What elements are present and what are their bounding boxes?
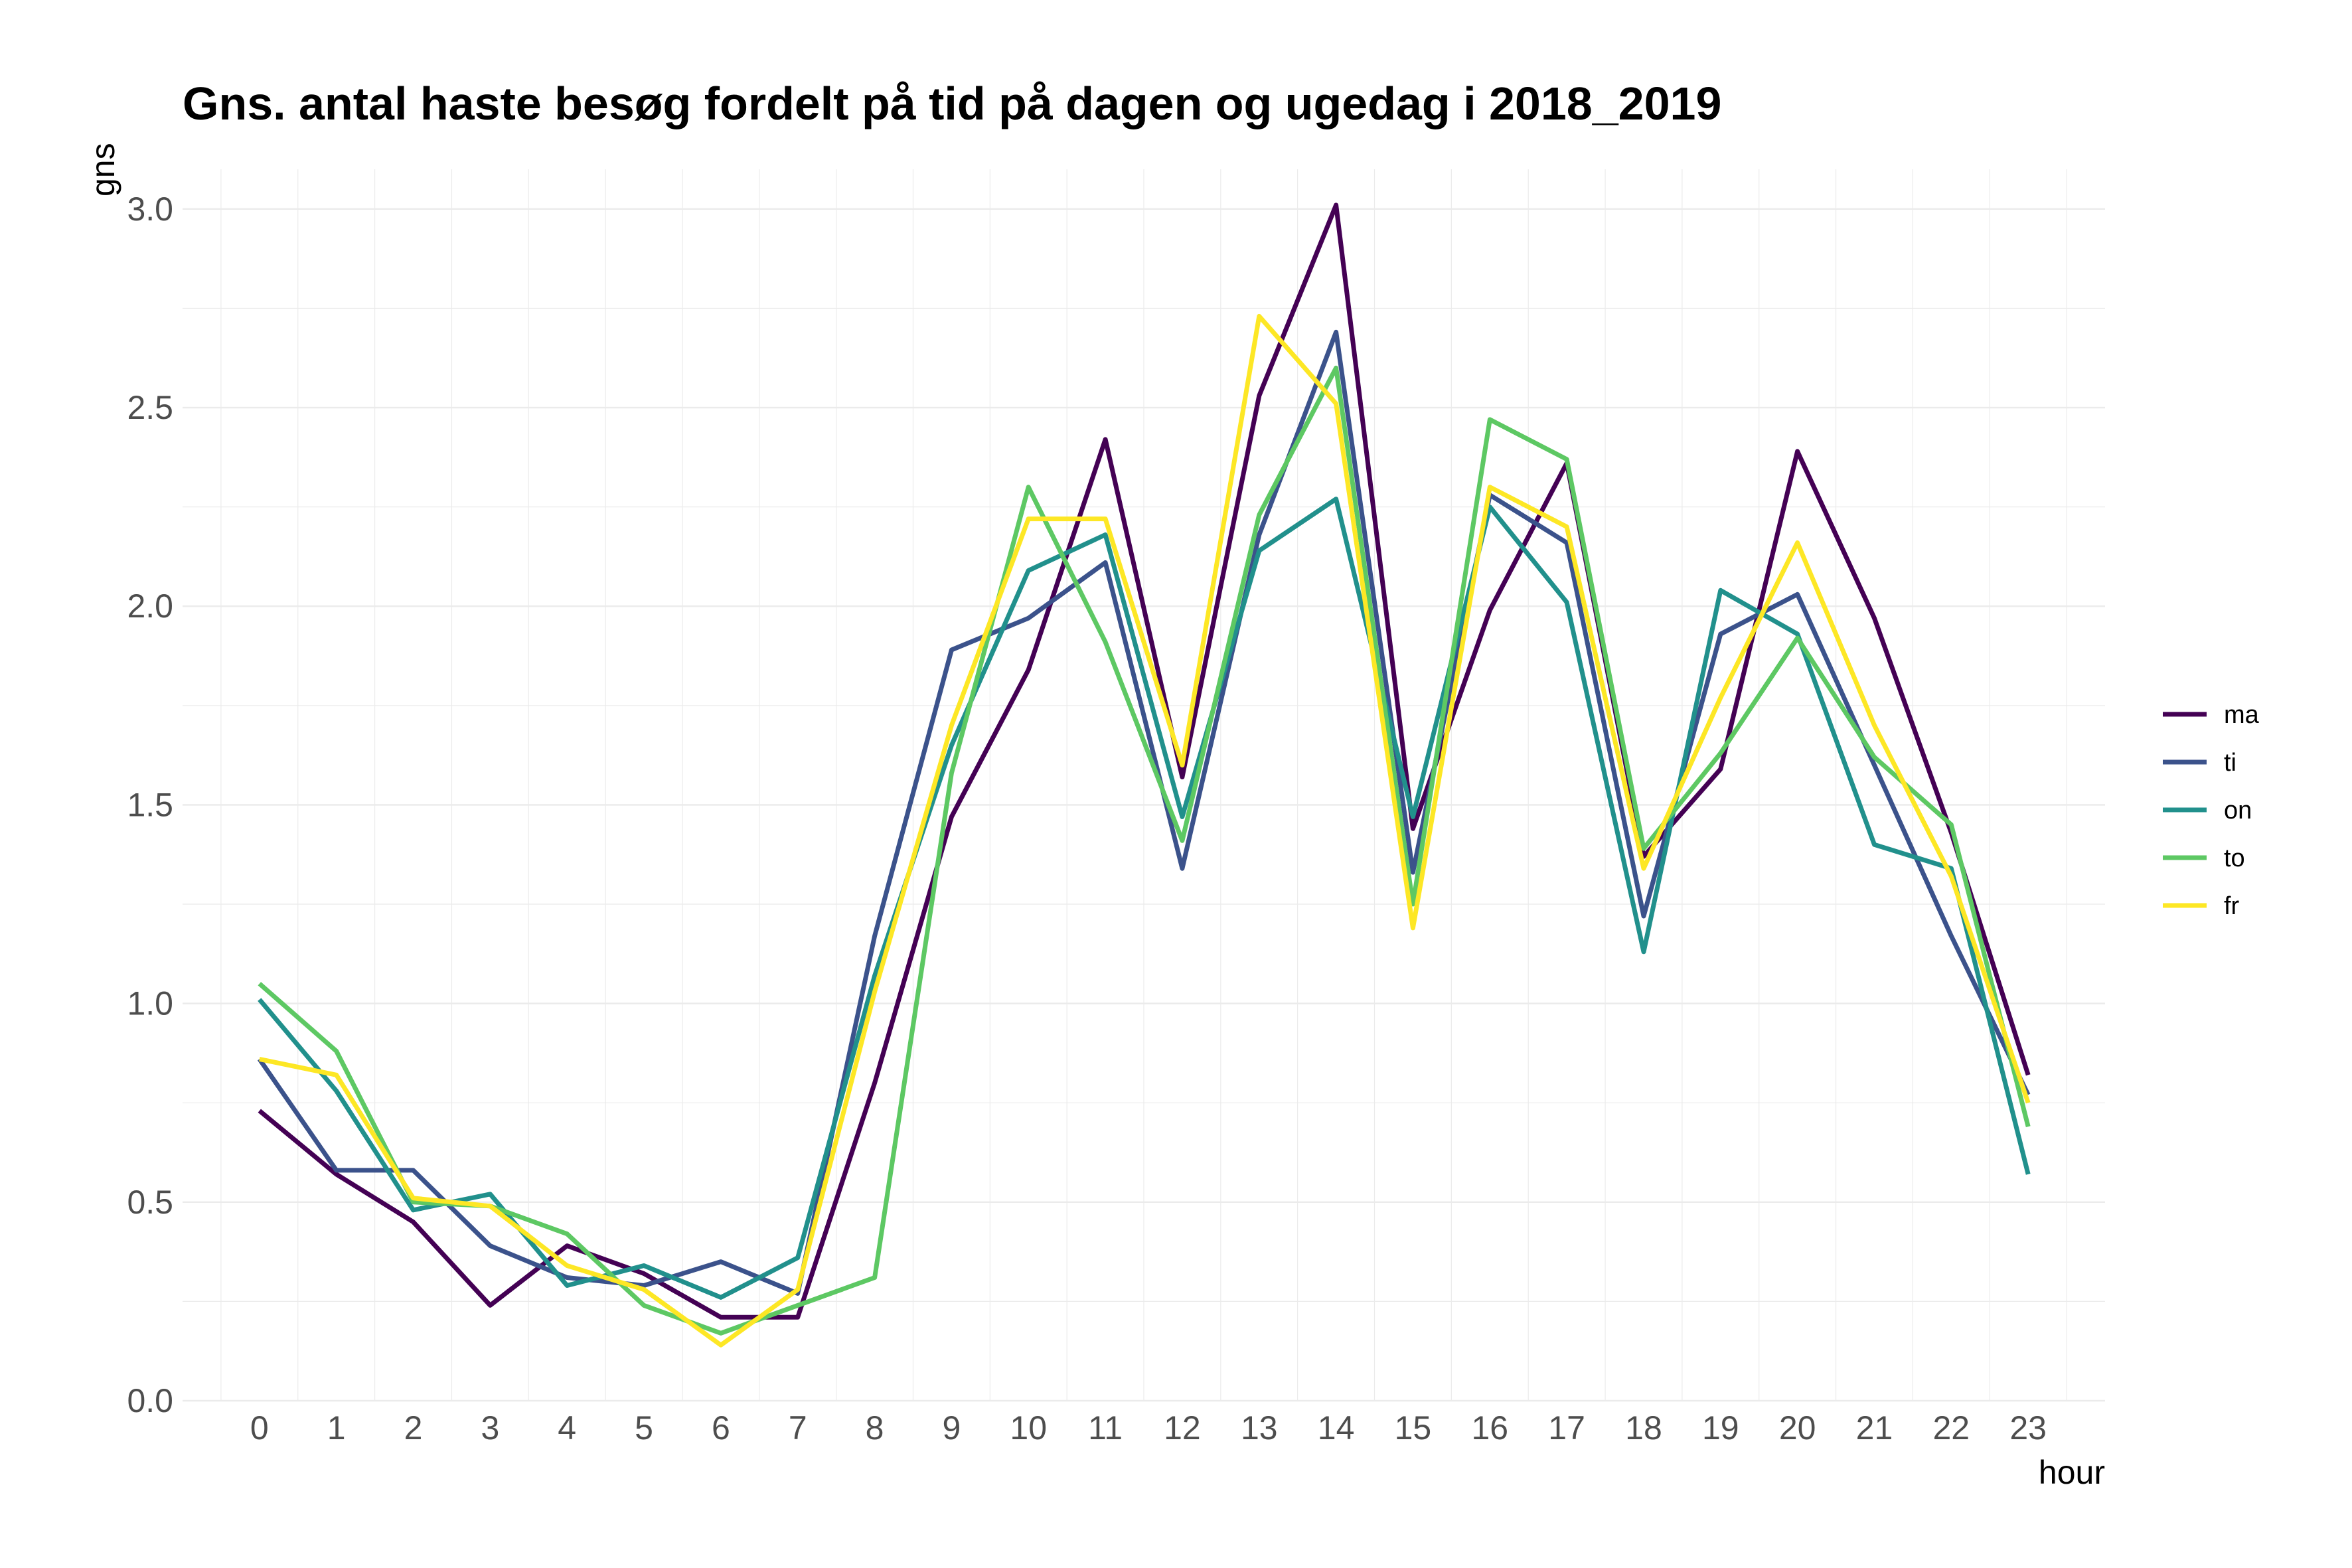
y-tick-label: 1.5 (127, 786, 173, 823)
x-tick-label: 22 (1933, 1409, 1970, 1447)
y-tick-label: 1.0 (127, 985, 173, 1022)
x-tick-label: 5 (635, 1409, 653, 1447)
x-tick-label: 3 (481, 1409, 499, 1447)
x-tick-label: 19 (1702, 1409, 1739, 1447)
x-tick-label: 2 (404, 1409, 423, 1447)
series-line-on (258, 497, 2031, 1300)
series-lines (257, 202, 2031, 1348)
x-tick-label: 9 (942, 1409, 961, 1447)
minor-gridlines (183, 169, 2105, 1401)
x-tick-label: 16 (1471, 1409, 1508, 1447)
y-tick-label: 3.0 (127, 191, 173, 228)
series-line-to (258, 365, 2031, 1336)
legend-label-fr: fr (2224, 892, 2240, 920)
x-tick-label: 6 (712, 1409, 730, 1447)
legend-label-ma: ma (2224, 701, 2260, 729)
y-axis-tick-labels: 0.0 0.5 1.0 1.5 2.0 2.5 3.0 (127, 191, 173, 1419)
x-tick-label: 10 (1010, 1409, 1047, 1447)
x-tick-label: 18 (1625, 1409, 1662, 1447)
x-tick-label: 8 (866, 1409, 884, 1447)
x-tick-label: 7 (789, 1409, 807, 1447)
x-tick-label: 17 (1548, 1409, 1585, 1447)
y-tick-label: 0.5 (127, 1184, 173, 1221)
x-tick-label: 11 (1088, 1409, 1123, 1447)
legend-label-on: on (2224, 797, 2252, 824)
x-tick-label: 12 (1164, 1409, 1201, 1447)
x-tick-label: 20 (1779, 1409, 1816, 1447)
legend-label-ti: ti (2224, 749, 2236, 777)
x-tick-label: 14 (1318, 1409, 1355, 1447)
x-tick-label: 1 (327, 1409, 346, 1447)
series-line-fr (259, 313, 2031, 1348)
x-axis-tick-labels: 0 1 2 3 4 5 6 7 8 9 10 11 12 13 14 15 16 17 18 19 20 21 22 23 (250, 1409, 2047, 1447)
x-axis-title: hour (2039, 1454, 2105, 1491)
major-gridlines (183, 208, 2105, 1402)
y-tick-label: 0.0 (127, 1382, 173, 1419)
y-tick-label: 2.0 (127, 588, 173, 625)
legend: ma ti on to fr (2163, 701, 2260, 920)
x-tick-label: 0 (250, 1409, 269, 1447)
y-axis-title: gns (84, 143, 121, 196)
x-tick-label: 15 (1395, 1409, 1432, 1447)
y-tick-label: 2.5 (127, 389, 173, 426)
x-tick-label: 4 (558, 1409, 576, 1447)
chart-title: Gns. antal haste besøg fordelt på tid på… (183, 78, 1721, 129)
x-tick-label: 13 (1241, 1409, 1278, 1447)
x-tick-label: 21 (1856, 1409, 1893, 1447)
x-tick-label: 23 (2009, 1409, 2047, 1447)
legend-label-to: to (2224, 844, 2245, 872)
